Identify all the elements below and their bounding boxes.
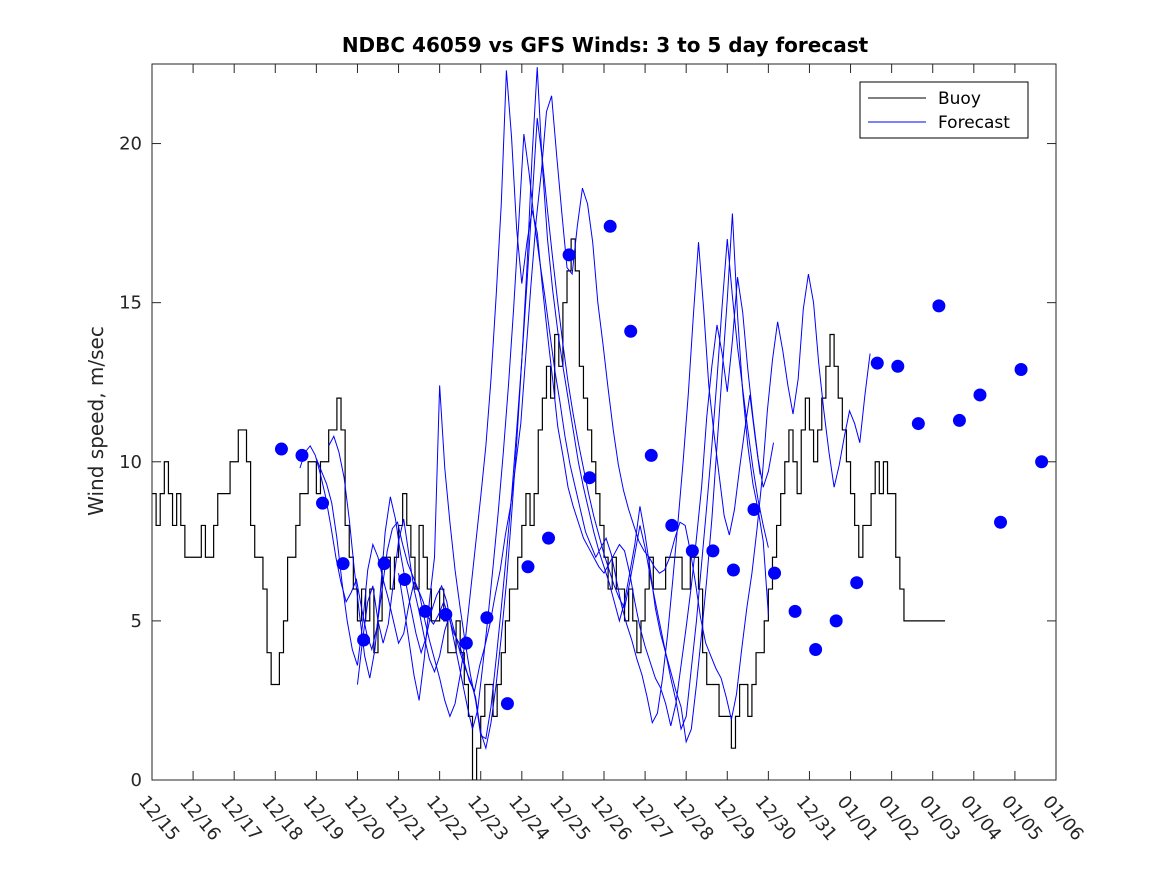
legend: Buoy Forecast <box>859 81 1029 139</box>
forecast-point <box>418 604 432 618</box>
forecast-point <box>542 531 556 545</box>
chart-title: NDBC 46059 vs GFS Winds: 3 to 5 day fore… <box>342 33 869 57</box>
forecast-point <box>665 518 679 532</box>
forecast-point <box>644 448 658 462</box>
plot-clip-group <box>152 67 1049 780</box>
forecast-point <box>336 557 350 571</box>
forecast-point <box>583 471 597 485</box>
y-tick-label: 15 <box>119 293 142 314</box>
forecast-series-line-1 <box>299 95 871 720</box>
x-tick-label: 12/18 <box>257 792 306 845</box>
y-tick-label: 20 <box>119 134 142 155</box>
x-tick-label: 12/24 <box>504 792 553 845</box>
forecast-point <box>788 604 802 618</box>
x-tick-label: 12/22 <box>422 792 471 845</box>
forecast-point <box>603 219 617 233</box>
forecast-point <box>809 643 823 657</box>
forecast-series-line-5 <box>398 118 769 740</box>
forecast-point <box>685 544 699 558</box>
forecast-point <box>891 359 905 373</box>
x-tick-label: 01/05 <box>997 792 1046 845</box>
y-tick-label: 10 <box>119 452 142 473</box>
forecast-point <box>726 563 740 577</box>
series-layer <box>152 67 1049 780</box>
forecast-point <box>521 560 535 574</box>
x-tick-label: 01/01 <box>833 792 882 845</box>
forecast-point <box>747 503 761 517</box>
forecast-point <box>377 557 391 571</box>
forecast-point <box>459 636 473 650</box>
y-tick-label: 0 <box>131 770 142 791</box>
x-tick-label: 12/25 <box>545 792 594 845</box>
y-tick-label: 5 <box>131 611 142 632</box>
forecast-point <box>1014 362 1028 376</box>
x-tick-label: 12/26 <box>586 792 635 845</box>
legend-buoy-label: Buoy <box>938 89 981 109</box>
x-tick-label: 12/19 <box>299 792 348 845</box>
x-tick-label: 12/31 <box>792 792 841 845</box>
forecast-point <box>870 356 884 370</box>
forecast-point <box>295 448 309 462</box>
forecast-point <box>562 248 576 262</box>
forecast-point <box>357 633 371 647</box>
forecast-point <box>316 496 330 510</box>
x-tick-label: 01/03 <box>915 792 964 845</box>
legend-forecast-label: Forecast <box>938 113 1010 133</box>
forecast-point <box>1035 455 1049 469</box>
forecast-point <box>274 442 288 456</box>
x-tick-label: 12/28 <box>668 792 717 845</box>
legend-box <box>859 81 1029 139</box>
x-tick-label: 12/27 <box>627 792 676 845</box>
x-tick-label: 12/16 <box>175 792 224 845</box>
x-tick-label: 12/23 <box>463 792 512 845</box>
x-tick-label: 01/06 <box>1038 792 1087 845</box>
forecast-point <box>932 299 946 313</box>
forecast-point <box>439 608 453 622</box>
forecast-point <box>768 566 782 580</box>
forecast-point <box>624 324 638 338</box>
forecast-point <box>973 388 987 402</box>
forecast-point <box>952 413 966 427</box>
y-axis-label: Wind speed, m/sec <box>84 326 108 516</box>
forecast-point <box>500 697 514 711</box>
buoy-series-line <box>152 238 946 780</box>
forecast-point <box>398 573 412 587</box>
forecast-point <box>829 614 843 628</box>
forecast-point <box>480 611 494 625</box>
x-tick-label: 12/21 <box>381 792 430 845</box>
x-tick-label: 01/02 <box>874 792 923 845</box>
x-tick-label: 12/15 <box>134 792 183 845</box>
x-tick-label: 12/20 <box>340 792 389 845</box>
x-tick-label: 01/04 <box>956 792 1005 845</box>
forecast-point <box>994 515 1008 529</box>
x-tick-label: 12/17 <box>216 792 265 845</box>
forecast-point <box>911 417 925 431</box>
forecast-point <box>706 544 720 558</box>
plot-area <box>152 64 1056 780</box>
forecast-series-line-3 <box>328 133 761 730</box>
x-tick-label: 12/29 <box>709 792 758 845</box>
forecast-point <box>850 576 864 590</box>
x-tick-label: 12/30 <box>751 792 800 845</box>
forecast-series-line-2 <box>315 70 774 727</box>
